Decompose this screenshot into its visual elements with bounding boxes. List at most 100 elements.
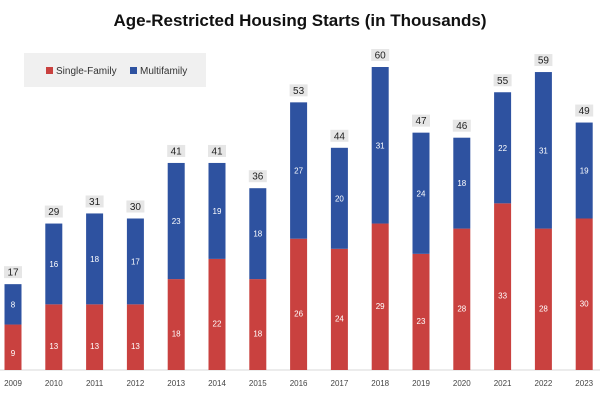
total-label-2010: 29 <box>48 207 60 218</box>
bar-multifamily-2012 <box>126 218 144 305</box>
bar-single-family-2016 <box>290 238 308 370</box>
bar-multifamily-2019 <box>412 132 430 254</box>
total-label-2019: 47 <box>415 116 427 127</box>
data-label-single-family-2021: 33 <box>498 292 507 301</box>
x-tick-label-2009: 2009 <box>4 379 22 388</box>
bar-single-family-2013 <box>167 279 185 370</box>
data-label-single-family-2020: 28 <box>457 304 466 313</box>
data-label-multifamily-2019: 24 <box>417 189 426 198</box>
bar-single-family-2023 <box>575 218 593 370</box>
data-label-single-family-2022: 28 <box>539 304 548 313</box>
bar-multifamily-2017 <box>330 147 348 249</box>
legend-box <box>24 53 206 87</box>
data-label-single-family-2019: 23 <box>417 317 426 326</box>
x-tick-label-2023: 2023 <box>575 379 593 388</box>
total-label-box-2021 <box>493 74 512 87</box>
total-label-box-2018 <box>371 49 390 61</box>
total-label-2018: 60 <box>375 51 387 62</box>
bar-multifamily-2010 <box>45 223 63 305</box>
total-label-box-2023 <box>575 104 594 117</box>
total-label-box-2014 <box>208 144 226 157</box>
total-label-2020: 46 <box>456 121 468 132</box>
data-label-single-family-2012: 13 <box>131 342 140 351</box>
total-label-box-2017 <box>330 129 349 142</box>
bar-single-family-2015 <box>249 279 267 370</box>
data-label-multifamily-2013: 23 <box>172 217 181 226</box>
bar-single-family-2011 <box>86 304 104 370</box>
legend-swatch-single-family <box>46 67 53 74</box>
data-label-single-family-2016: 26 <box>294 309 303 318</box>
data-label-multifamily-2010: 16 <box>49 260 58 269</box>
total-label-box-2011 <box>85 195 104 208</box>
total-label-box-2016 <box>289 84 308 97</box>
x-tick-label-2018: 2018 <box>371 379 389 388</box>
data-label-multifamily-2016: 27 <box>294 167 303 176</box>
bar-single-family-2019 <box>412 253 430 370</box>
bar-multifamily-2018 <box>371 67 389 224</box>
x-tick-label-2022: 2022 <box>535 379 553 388</box>
bar-single-family-2017 <box>330 248 348 370</box>
bar-multifamily-2013 <box>167 162 185 280</box>
x-tick-label-2012: 2012 <box>127 379 145 388</box>
total-label-box-2020 <box>452 119 471 132</box>
total-label-2009: 17 <box>7 268 19 279</box>
total-label-2013: 41 <box>171 146 183 157</box>
total-label-box-2010 <box>44 205 63 218</box>
total-label-2021: 55 <box>497 76 509 87</box>
total-label-2011: 31 <box>89 197 101 208</box>
bar-single-family-2009 <box>4 324 22 370</box>
total-label-2015: 36 <box>252 172 264 183</box>
total-label-box-2019 <box>412 114 430 127</box>
data-label-multifamily-2009: 8 <box>11 300 16 309</box>
data-label-multifamily-2014: 19 <box>213 207 222 216</box>
bar-multifamily-2009 <box>4 284 22 325</box>
total-label-2016: 53 <box>293 86 305 97</box>
total-label-box-2015 <box>248 170 267 183</box>
x-tick-label-2019: 2019 <box>412 379 430 388</box>
total-label-box-2022 <box>534 54 553 67</box>
total-label-2017: 44 <box>334 131 346 142</box>
x-tick-label-2010: 2010 <box>45 379 63 388</box>
data-label-multifamily-2017: 20 <box>335 194 344 203</box>
data-label-single-family-2014: 22 <box>213 319 222 328</box>
bar-multifamily-2022 <box>534 72 552 229</box>
data-label-single-family-2018: 29 <box>376 302 385 311</box>
data-label-single-family-2011: 13 <box>90 342 99 351</box>
total-label-2012: 30 <box>130 202 142 213</box>
data-label-single-family-2023: 30 <box>580 299 589 308</box>
total-label-2022: 59 <box>538 56 550 67</box>
bar-single-family-2018 <box>371 223 389 370</box>
data-label-multifamily-2020: 18 <box>457 179 466 188</box>
x-tick-label-2014: 2014 <box>208 379 226 388</box>
data-label-multifamily-2021: 22 <box>498 144 507 153</box>
total-label-box-2013 <box>167 144 186 157</box>
bars-group: 9 8 17 2009 13 16 29 2010 13 18 31 2011 13 17 30 2012 18… <box>4 49 594 388</box>
legend-label-single-family: Single-Family <box>56 66 117 77</box>
data-label-multifamily-2018: 31 <box>376 141 385 150</box>
x-tick-label-2016: 2016 <box>290 379 308 388</box>
data-label-multifamily-2012: 17 <box>131 257 140 266</box>
total-label-box-2009 <box>4 266 22 279</box>
data-label-single-family-2009: 9 <box>11 349 16 358</box>
data-label-multifamily-2011: 18 <box>90 255 99 264</box>
data-label-single-family-2017: 24 <box>335 314 344 323</box>
bar-multifamily-2016 <box>290 102 308 239</box>
data-label-single-family-2015: 18 <box>253 330 262 339</box>
bar-single-family-2021 <box>494 203 512 370</box>
x-tick-label-2017: 2017 <box>331 379 349 388</box>
bar-multifamily-2021 <box>494 92 512 204</box>
data-label-single-family-2013: 18 <box>172 330 181 339</box>
bar-multifamily-2015 <box>249 188 267 280</box>
total-label-2023: 49 <box>579 106 591 117</box>
legend-swatch-multifamily <box>130 67 137 74</box>
x-tick-label-2015: 2015 <box>249 379 267 388</box>
bar-single-family-2014 <box>208 258 226 370</box>
bar-multifamily-2011 <box>86 213 104 305</box>
data-label-multifamily-2023: 19 <box>580 167 589 176</box>
data-label-multifamily-2022: 31 <box>539 146 548 155</box>
bar-multifamily-2020 <box>453 137 471 229</box>
data-label-multifamily-2015: 18 <box>253 230 262 239</box>
chart-title: Age-Restricted Housing Starts (in Thousa… <box>113 11 486 30</box>
bar-single-family-2020 <box>453 228 471 370</box>
bar-multifamily-2023 <box>575 122 593 219</box>
